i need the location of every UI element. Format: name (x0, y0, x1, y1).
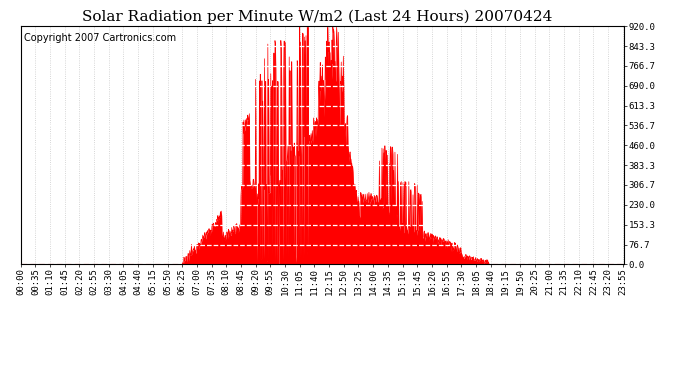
Text: Copyright 2007 Cartronics.com: Copyright 2007 Cartronics.com (23, 33, 176, 44)
Text: Solar Radiation per Minute W/m2 (Last 24 Hours) 20070424: Solar Radiation per Minute W/m2 (Last 24… (82, 9, 553, 24)
